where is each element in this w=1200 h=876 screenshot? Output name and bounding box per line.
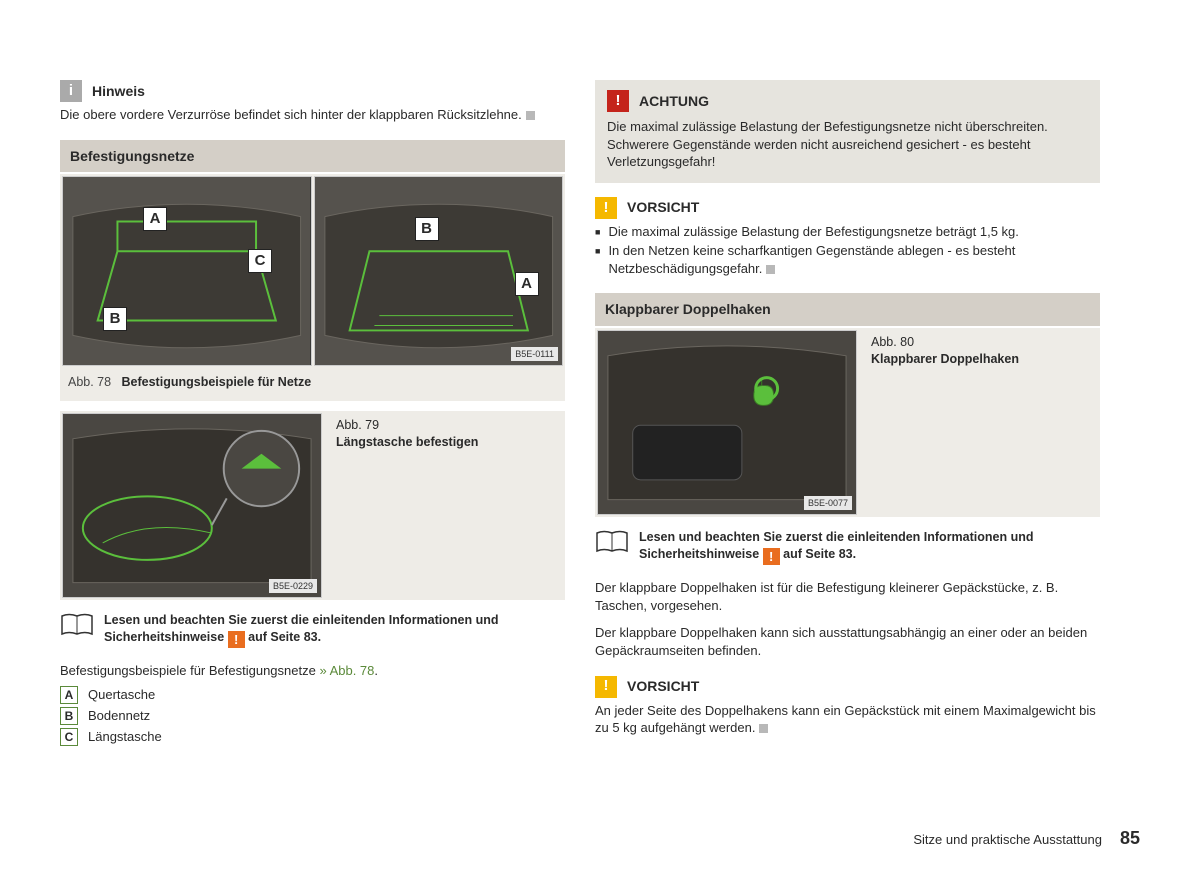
figure-80-caption: Abb. 80 Klappbarer Doppelhaken — [871, 330, 1019, 368]
vorsicht2-text: An jeder Seite des Doppelhakens kann ein… — [595, 702, 1100, 737]
warning-inline-icon: ! — [228, 631, 245, 648]
letter-B-icon: B — [60, 707, 78, 725]
chapter-title: Sitze und praktische Ausstattung — [913, 831, 1102, 849]
p2: Der klappbare Doppelhaken kann sich auss… — [595, 624, 1100, 659]
read-first-note: Lesen und beachten Sie zuerst die einlei… — [60, 612, 565, 648]
figure-78-block: A B C B A B5E-0111 — [60, 174, 565, 401]
list-item: In den Netzen keine scharfkantigen Gegen… — [595, 242, 1100, 277]
vorsicht-heading: ! VORSICHT — [595, 197, 1100, 219]
right-column: ! ACHTUNG Die maximal zulässige Belastun… — [595, 80, 1100, 753]
warning-inline-icon: ! — [763, 548, 780, 565]
caution-icon: ! — [595, 197, 617, 219]
left-column: i Hinweis Die obere vordere Verzurröse b… — [60, 80, 565, 753]
list-item: AQuertasche — [60, 686, 565, 704]
hinweis-title: Hinweis — [92, 82, 145, 101]
hinweis-text: Die obere vordere Verzurröse befindet si… — [60, 106, 565, 124]
vorsicht2-title: VORSICHT — [627, 677, 699, 696]
warning-icon: ! — [607, 90, 629, 112]
end-marker-icon — [526, 111, 535, 120]
info-icon: i — [60, 80, 82, 102]
hinweis-heading: i Hinweis — [60, 80, 565, 102]
letter-C-icon: C — [60, 728, 78, 746]
list-item: BBodennetz — [60, 707, 565, 725]
list-item: CLängstasche — [60, 728, 565, 746]
link-abb78[interactable]: » Abb. 78 — [319, 663, 374, 678]
figure-79: B5E-0229 — [62, 413, 322, 598]
list-item: Die maximal zulässige Belastung der Befe… — [595, 223, 1100, 241]
book-icon — [60, 612, 94, 638]
caution-icon: ! — [595, 676, 617, 698]
page-footer: Sitze und praktische Ausstattung 85 — [913, 826, 1140, 850]
page-number: 85 — [1120, 826, 1140, 850]
vorsicht-title: VORSICHT — [627, 198, 699, 217]
figure-78-caption: Abb. 78 Befestigungsbeispiele für Netze — [62, 366, 563, 399]
achtung-title: ACHTUNG — [639, 92, 709, 111]
achtung-text: Die maximal zulässige Belastung der Befe… — [607, 118, 1088, 171]
vorsicht-list: Die maximal zulässige Belastung der Befe… — [595, 223, 1100, 278]
p1: Der klappbare Doppelhaken ist für die Be… — [595, 579, 1100, 614]
book-icon — [595, 529, 629, 555]
figure-79-caption: Abb. 79 Längstasche befestigen — [336, 413, 478, 451]
side-pocket-illustration — [63, 414, 321, 598]
letter-A-icon: A — [60, 686, 78, 704]
label-A: A — [143, 207, 167, 231]
figure-79-block: B5E-0229 Abb. 79 Längstasche befestigen — [60, 411, 565, 600]
label-B2: B — [415, 217, 439, 241]
label-A2: A — [515, 272, 539, 296]
double-hook-illustration — [598, 331, 856, 515]
achtung-box: ! ACHTUNG Die maximal zulässige Belastun… — [595, 80, 1100, 183]
figure-id: B5E-0077 — [804, 496, 852, 510]
figure-80-block: B5E-0077 Abb. 80 Klappbarer Doppelhaken — [595, 328, 1100, 517]
label-C: C — [248, 249, 272, 273]
figure-id: B5E-0111 — [511, 347, 558, 361]
end-marker-icon — [766, 265, 775, 274]
section-doppelhaken: Klappbarer Doppelhaken — [595, 293, 1100, 326]
section-befestigungsnetze: Befestigungsnetze — [60, 140, 565, 173]
manual-page: i Hinweis Die obere vordere Verzurröse b… — [0, 0, 1200, 793]
trunk-illustration-left — [63, 177, 310, 365]
end-marker-icon — [759, 724, 768, 733]
figure-80: B5E-0077 — [597, 330, 857, 515]
figure-id: B5E-0229 — [269, 579, 317, 593]
label-B: B — [103, 307, 127, 331]
intro-line: Befestigungsbeispiele für Befestigungsne… — [60, 662, 565, 680]
read-first-note: Lesen und beachten Sie zuerst die einlei… — [595, 529, 1100, 565]
figure-78-right: B A B5E-0111 — [314, 176, 564, 366]
figure-78-left: A B C — [62, 176, 312, 366]
vorsicht2-heading: ! VORSICHT — [595, 676, 1100, 698]
